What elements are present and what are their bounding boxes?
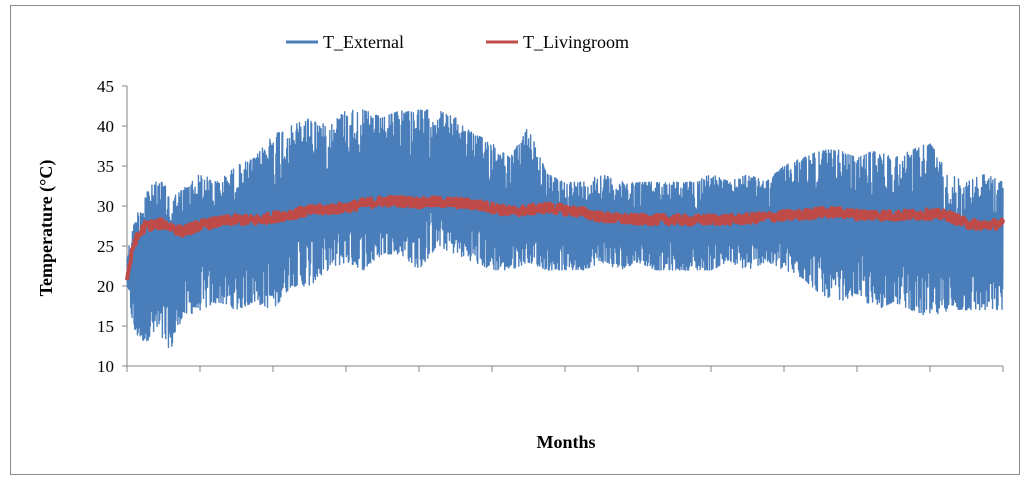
y-tick-label: 30: [97, 197, 114, 216]
y-tick-label: 20: [97, 277, 114, 296]
y-tick-label: 35: [97, 157, 114, 176]
series-line-t-livingroom: [125, 194, 1005, 281]
y-tick-label: 10: [97, 357, 114, 376]
legend-label-t-external: T_External: [323, 32, 404, 52]
y-axis-title: Temperature (°C): [36, 160, 57, 297]
y-tick-label: 45: [97, 77, 114, 96]
legend: T_External T_Livingroom: [286, 32, 629, 52]
x-axis-title: Months: [536, 432, 595, 452]
legend-label-t-livingroom: T_Livingroom: [523, 32, 629, 52]
y-tick-label: 40: [97, 117, 114, 136]
y-tick-label: 15: [97, 317, 114, 336]
series-line-t-external: [126, 109, 1004, 349]
y-axis: 10 15 20 25 30 35 40 45: [97, 77, 128, 376]
x-axis: [126, 365, 1004, 372]
plot-area: [125, 109, 1005, 349]
y-tick-label: 25: [97, 237, 114, 256]
